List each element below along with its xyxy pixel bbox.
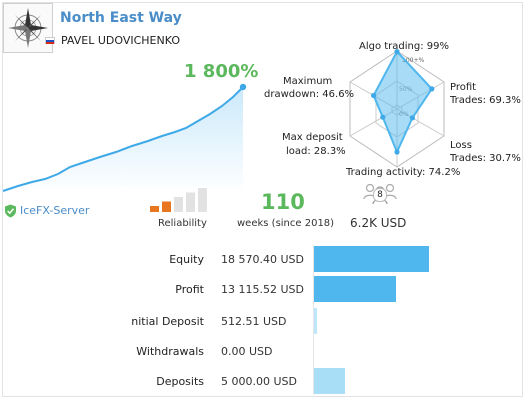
reliability-bars bbox=[150, 188, 207, 212]
weeks-value: 110 bbox=[261, 190, 305, 214]
stat-label: Equity bbox=[169, 253, 204, 266]
russian-flag-icon bbox=[45, 37, 55, 44]
radar-label-trading: Trading activity: 74.2% bbox=[346, 167, 461, 178]
shield-icon bbox=[5, 204, 16, 218]
radar-point-loss bbox=[409, 115, 415, 121]
stat-label: nitial Deposit bbox=[131, 315, 204, 328]
stat-bar bbox=[314, 368, 345, 394]
stat-value: 18 570.40 USD bbox=[221, 253, 304, 266]
radar-label-loss-value: Trades: 30.7% bbox=[450, 153, 521, 164]
radar-label-loss-title: Loss bbox=[450, 140, 472, 151]
radar-label-drawdown-title: Maximum bbox=[283, 76, 333, 87]
radar-point-trading bbox=[394, 149, 400, 155]
reliability-bar bbox=[162, 201, 171, 212]
reliability-bar bbox=[150, 206, 159, 212]
weeks-caption: weeks (since 2018) bbox=[237, 218, 335, 229]
stat-bar bbox=[314, 276, 396, 302]
reliability-bar bbox=[186, 192, 195, 212]
growth-area bbox=[3, 87, 243, 194]
stat-label: Withdrawals bbox=[136, 345, 204, 358]
radar-label-algo: Algo trading: 99% bbox=[359, 41, 450, 52]
stat-row-deposits: Deposits 5 000.00 USD bbox=[0, 367, 526, 397]
stat-row-equity: Equity 18 570.40 USD bbox=[0, 245, 526, 275]
radar-label-profit-title: Profit bbox=[450, 82, 477, 93]
radar-point-deposit bbox=[380, 114, 386, 120]
radar-point-profit bbox=[429, 86, 435, 92]
stat-bar bbox=[314, 308, 317, 334]
stat-value: 13 115.52 USD bbox=[221, 283, 304, 296]
radar-points bbox=[371, 49, 435, 155]
author-name-link[interactable]: PAVEL UDOVICHENKO bbox=[61, 34, 181, 47]
growth-endpoint bbox=[239, 84, 247, 91]
radar-label-deposit-value: load: 28.3% bbox=[286, 146, 346, 157]
growth-line bbox=[2, 86, 244, 192]
stat-row-profit: Profit 13 115.52 USD bbox=[0, 275, 526, 305]
server-name[interactable]: IceFX-Server bbox=[20, 204, 90, 217]
reliability-bar bbox=[174, 197, 183, 212]
growth-value: 1 800% bbox=[184, 61, 259, 82]
radar-point-drawdown bbox=[371, 92, 377, 99]
subscribers-value: 6.2K USD bbox=[350, 216, 407, 230]
signal-name-link[interactable]: North East Way bbox=[60, 10, 182, 26]
stat-label: Profit bbox=[175, 283, 204, 296]
radar-area bbox=[372, 49, 434, 155]
stat-label: Deposits bbox=[156, 375, 204, 388]
stat-row-withdrawals: Withdrawals 0.00 USD bbox=[0, 337, 526, 367]
stat-value: 5 000.00 USD bbox=[221, 375, 297, 388]
stat-value: 512.51 USD bbox=[221, 315, 287, 328]
stat-bar bbox=[314, 246, 429, 272]
radar-label-profit-value: Trades: 69.3% bbox=[450, 95, 521, 106]
radar-point-algo bbox=[394, 49, 400, 55]
stat-value: 0.00 USD bbox=[221, 345, 273, 358]
subscribers-count: 8 bbox=[373, 188, 387, 202]
stats-axis-line bbox=[313, 245, 314, 395]
stat-row-initial-deposit: nitial Deposit 512.51 USD bbox=[0, 307, 526, 337]
compass-logo bbox=[3, 3, 53, 53]
radar-label-drawdown-value: drawdown: 46.6% bbox=[264, 89, 355, 100]
radar-label-deposit-title: Max deposit bbox=[282, 132, 343, 143]
reliability-label: Reliability bbox=[158, 218, 207, 229]
widget-frame bbox=[2, 2, 523, 397]
reliability-bar bbox=[198, 188, 207, 212]
svg-text:100+%: 100+% bbox=[402, 57, 424, 64]
radar-chart: 100+% 50% 0% bbox=[349, 49, 445, 168]
growth-chart bbox=[2, 84, 247, 194]
